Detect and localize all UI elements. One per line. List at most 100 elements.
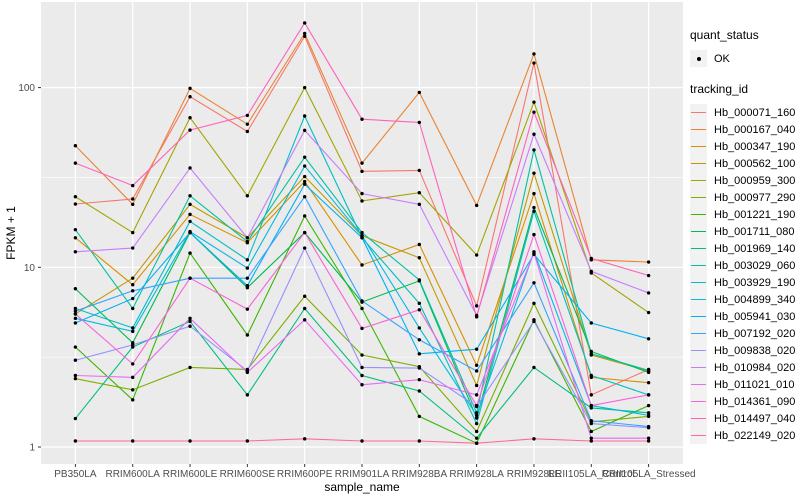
data-point <box>417 389 422 393</box>
data-point <box>646 337 651 341</box>
data-point <box>188 319 192 324</box>
legend-line-swatch <box>691 366 706 368</box>
data-point <box>73 345 78 349</box>
data-point <box>417 308 422 312</box>
legend-title-tracking-id: tracking_id <box>690 82 749 96</box>
data-point <box>73 376 78 381</box>
data-point <box>532 110 536 114</box>
data-point <box>474 403 479 408</box>
data-point <box>188 128 192 132</box>
legend-label: Hb_001711_080 <box>714 225 795 238</box>
data-point <box>417 352 422 356</box>
data-point <box>360 191 364 196</box>
data-point <box>360 161 364 165</box>
legend-item-Hb_001711_080: Hb_001711_080 <box>690 223 800 240</box>
data-point <box>646 413 651 418</box>
data-point <box>360 199 364 203</box>
legend-key-box <box>690 223 707 240</box>
y-tick-label: 1 <box>29 443 35 454</box>
data-point <box>532 301 536 306</box>
data-point <box>360 306 364 311</box>
data-point <box>302 34 307 38</box>
legend-line-swatch <box>691 315 706 317</box>
data-point <box>188 86 192 91</box>
data-point <box>73 416 78 421</box>
data-point <box>131 276 135 280</box>
legend-line-swatch <box>691 349 706 351</box>
data-point <box>474 369 479 373</box>
data-point <box>589 256 593 261</box>
data-point <box>589 403 593 408</box>
data-point <box>532 437 536 441</box>
data-point <box>417 301 422 306</box>
legend-label: Hb_000347_190 <box>714 140 796 153</box>
data-point <box>302 437 307 441</box>
data-point <box>131 326 135 330</box>
legend-label: Hb_022149_020 <box>714 429 796 442</box>
data-point <box>131 283 135 287</box>
legend-item-Hb_014497_040: Hb_014497_040 <box>690 410 800 427</box>
data-point <box>646 380 651 385</box>
legend-line-swatch <box>691 145 706 147</box>
legend-label: Hb_000959_300 <box>714 174 796 187</box>
legend-label: Hb_001221_190 <box>714 208 796 221</box>
legend-label: Hb_009838_020 <box>714 344 796 357</box>
legend-line-swatch <box>691 383 706 385</box>
legend-item-Hb_001221_190: Hb_001221_190 <box>690 206 800 223</box>
data-point <box>532 191 536 196</box>
data-point <box>589 439 593 443</box>
data-point <box>589 421 593 426</box>
legend-key-box <box>690 393 707 410</box>
data-point <box>474 383 479 388</box>
legend-item-Hb_000071_160: Hb_000071_160 <box>690 104 800 121</box>
data-point <box>73 287 78 291</box>
data-point <box>589 349 593 354</box>
data-point <box>302 85 307 90</box>
data-point <box>646 368 651 373</box>
data-point <box>188 202 192 207</box>
legend-item-Hb_000562_100: Hb_000562_100 <box>690 155 800 172</box>
legend-label: Hb_000071_160 <box>714 106 796 119</box>
data-point <box>131 388 135 392</box>
legend-item-Hb_000959_300: Hb_000959_300 <box>690 172 800 189</box>
legend-label: Hb_011021_010 <box>714 378 795 391</box>
data-point <box>245 258 250 262</box>
legend-line-swatch <box>691 179 706 181</box>
legend-key-box <box>690 410 707 427</box>
x-tick-label: RRIM928BA <box>392 469 448 480</box>
data-point <box>188 194 192 198</box>
legend-line-swatch <box>691 332 706 334</box>
legend-key-box <box>690 104 707 121</box>
legend-key-box <box>690 50 707 67</box>
data-point <box>302 155 307 159</box>
x-tick-label: PB350LA <box>54 469 97 480</box>
legend-item-Hb_011021_010: Hb_011021_010 <box>690 376 800 393</box>
legend-item-Hb_010984_020: Hb_010984_020 <box>690 359 800 376</box>
data-point <box>589 321 593 325</box>
data-point <box>245 194 250 198</box>
legend-key-box <box>690 342 707 359</box>
legend-line-swatch <box>691 230 706 232</box>
data-point <box>188 94 192 99</box>
data-point <box>532 171 536 175</box>
data-point <box>646 436 651 440</box>
data-point <box>188 230 192 235</box>
legend-key-box <box>690 359 707 376</box>
data-point <box>474 253 479 257</box>
legend-key-box <box>690 308 707 325</box>
data-point <box>73 358 78 362</box>
data-point <box>131 230 135 235</box>
legend-label: Hb_014497_040 <box>714 412 796 425</box>
legend-line-swatch <box>691 128 706 130</box>
data-point <box>73 236 78 240</box>
data-point <box>360 383 364 387</box>
data-point <box>532 61 536 65</box>
legend-label: OK <box>714 52 730 65</box>
y-tick-label: 10 <box>24 263 36 274</box>
legend-key-box <box>690 206 707 223</box>
x-tick-label: RRIM928LA <box>449 469 504 480</box>
data-point <box>474 393 479 397</box>
legend-label: Hb_003029_060 <box>714 259 796 272</box>
legend-label: Hb_004899_340 <box>714 293 796 306</box>
